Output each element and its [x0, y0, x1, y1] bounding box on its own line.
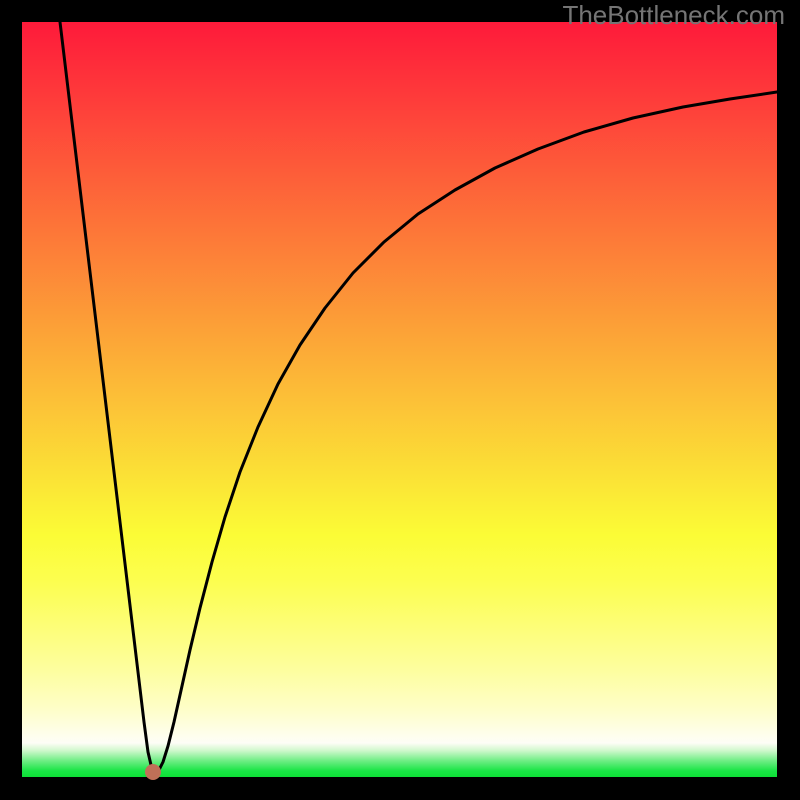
watermark-text: TheBottleneck.com — [562, 0, 785, 31]
optimum-marker — [145, 764, 161, 780]
chart-container: TheBottleneck.com — [0, 0, 800, 800]
plot-area — [22, 22, 777, 777]
gradient-background — [22, 22, 777, 777]
